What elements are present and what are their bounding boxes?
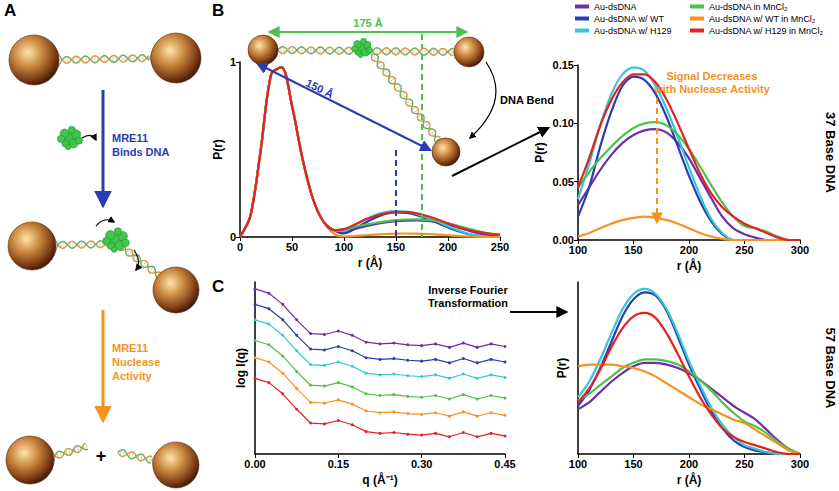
svg-text:C: C	[212, 277, 224, 296]
svg-text:B: B	[212, 1, 224, 20]
svg-text:100: 100	[335, 241, 353, 253]
svg-text:150 Å: 150 Å	[304, 76, 336, 100]
svg-text:Au-dsDNA w/ WT in MnCl₂: Au-dsDNA w/ WT in MnCl₂	[709, 14, 816, 24]
svg-text:150: 150	[624, 458, 642, 470]
svg-text:Au-dsDNA w/ H129: Au-dsDNA w/ H129	[594, 26, 672, 36]
svg-text:Transformation: Transformation	[428, 297, 508, 309]
svg-text:P(r): P(r)	[555, 358, 569, 379]
svg-text:50: 50	[286, 241, 298, 253]
svg-text:log I(q): log I(q)	[234, 348, 248, 388]
svg-text:200: 200	[680, 458, 698, 470]
svg-text:150: 150	[387, 241, 405, 253]
svg-text:0.00: 0.00	[552, 234, 574, 246]
svg-text:Au-dsDNA in MnCl₂: Au-dsDNA in MnCl₂	[709, 2, 788, 12]
svg-text:300: 300	[791, 244, 809, 256]
svg-text:Au-dsDNA w/ H129 in MnCl₂: Au-dsDNA w/ H129 in MnCl₂	[709, 26, 824, 36]
svg-text:1: 1	[230, 56, 236, 68]
svg-text:0.05: 0.05	[553, 176, 574, 188]
svg-text:DNA Bend: DNA Bend	[500, 94, 554, 106]
svg-text:0.15: 0.15	[553, 59, 574, 71]
svg-text:+: +	[96, 446, 107, 466]
svg-text:300: 300	[791, 458, 809, 470]
svg-text:P(r): P(r)	[211, 139, 225, 160]
svg-text:Inverse Fourier: Inverse Fourier	[428, 284, 508, 296]
svg-text:100: 100	[569, 458, 587, 470]
svg-text:0.00: 0.00	[244, 458, 265, 470]
svg-text:MRE11: MRE11	[112, 342, 148, 354]
svg-text:Nuclease: Nuclease	[112, 356, 160, 368]
svg-text:200: 200	[680, 244, 698, 256]
svg-text:with Nuclease Activity: with Nuclease Activity	[653, 83, 771, 95]
svg-text:Signal Decreases: Signal Decreases	[666, 70, 757, 82]
svg-text:A: A	[4, 1, 16, 20]
svg-text:250: 250	[735, 458, 753, 470]
svg-text:0.45: 0.45	[494, 458, 515, 470]
svg-text:100: 100	[569, 244, 587, 256]
svg-text:Au-dsDNA: Au-dsDNA	[594, 2, 637, 12]
svg-text:P(r): P(r)	[533, 142, 547, 163]
svg-text:0.15: 0.15	[328, 458, 349, 470]
svg-text:r (Å): r (Å)	[677, 472, 702, 487]
svg-text:57 Base DNA: 57 Base DNA	[823, 328, 838, 410]
svg-text:r (Å): r (Å)	[358, 255, 383, 270]
svg-text:Binds DNA: Binds DNA	[112, 146, 170, 158]
svg-text:0: 0	[230, 231, 236, 243]
svg-text:150: 150	[624, 244, 642, 256]
svg-text:0.10: 0.10	[553, 117, 574, 129]
svg-text:q (Å⁻¹): q (Å⁻¹)	[362, 472, 397, 487]
svg-text:250: 250	[491, 241, 509, 253]
svg-text:0: 0	[237, 241, 243, 253]
svg-text:175 Å: 175 Å	[353, 17, 382, 29]
svg-text:250: 250	[735, 244, 753, 256]
svg-text:Au-dsDNA w/ WT: Au-dsDNA w/ WT	[594, 14, 665, 24]
svg-text:0.30: 0.30	[411, 458, 432, 470]
svg-text:Activity: Activity	[112, 370, 153, 382]
svg-text:r (Å): r (Å)	[677, 258, 702, 273]
svg-text:37 Base DNA: 37 Base DNA	[823, 112, 838, 194]
svg-text:MRE11: MRE11	[112, 132, 148, 144]
svg-text:200: 200	[439, 241, 457, 253]
